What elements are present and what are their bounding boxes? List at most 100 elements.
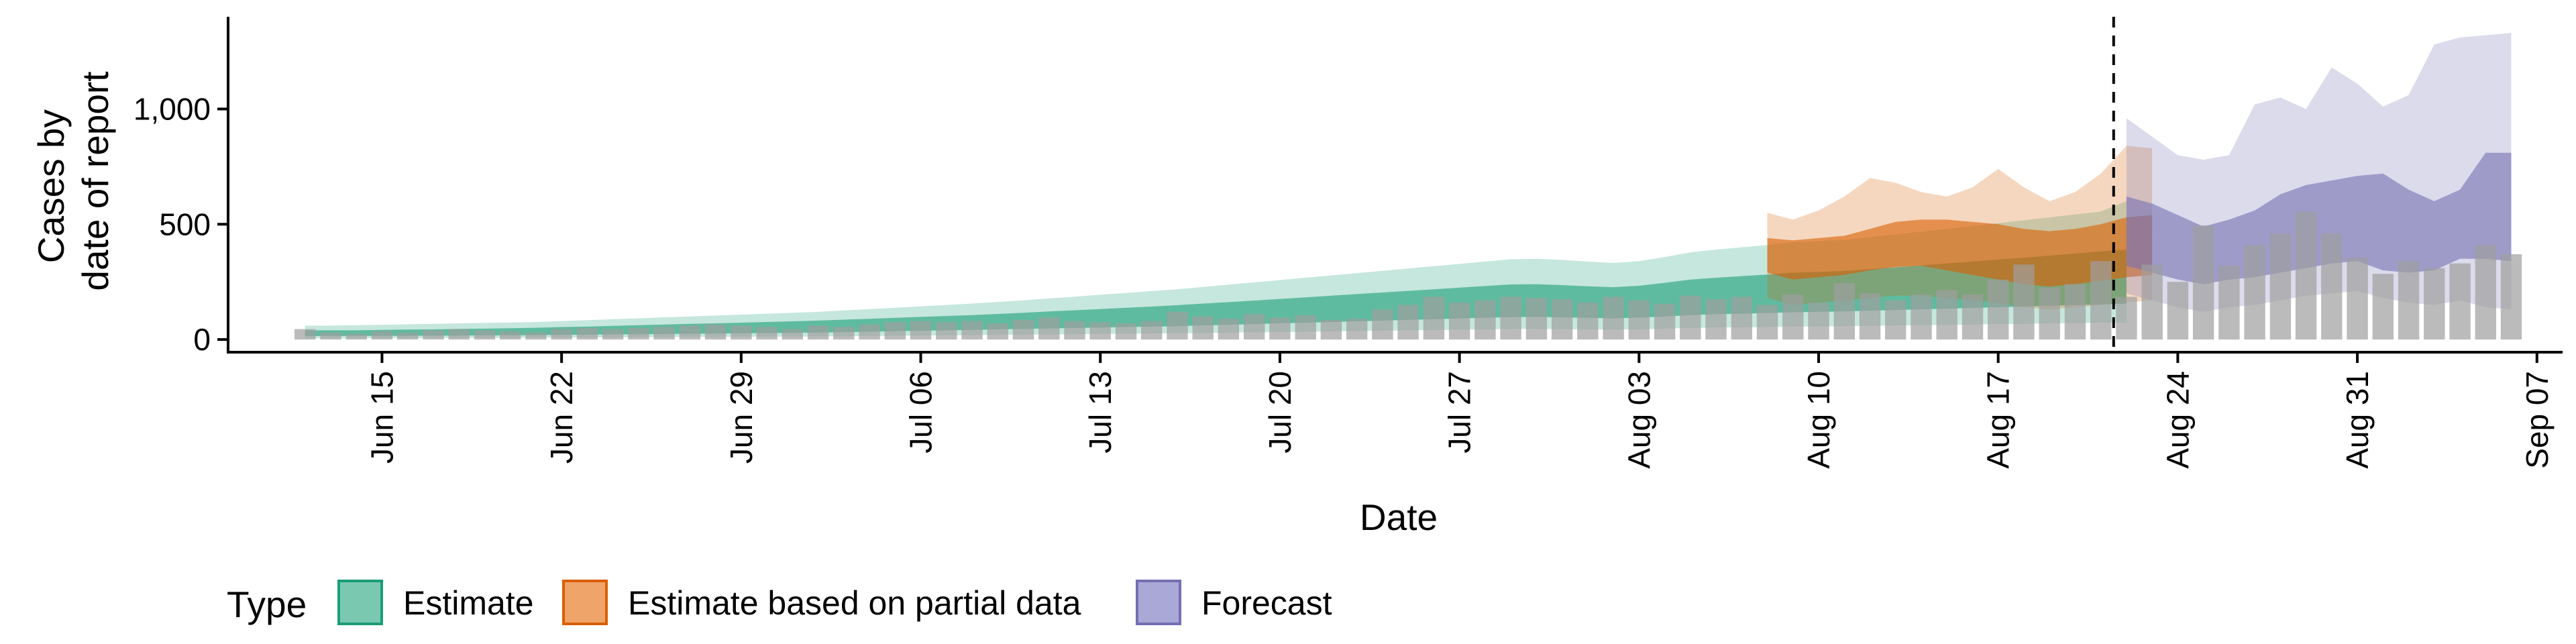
reported-cases-bar bbox=[1089, 322, 1111, 340]
reported-cases-bar bbox=[602, 329, 624, 340]
reported-cases-bar bbox=[679, 325, 701, 340]
reported-cases-bar bbox=[1038, 317, 1060, 340]
reported-cases-bar bbox=[1782, 294, 1804, 340]
reported-cases-bar bbox=[397, 332, 419, 340]
reported-cases-bar bbox=[756, 327, 777, 340]
reported-cases-bar bbox=[1397, 305, 1419, 340]
legend-key-forecast bbox=[1136, 580, 1181, 625]
reported-cases-bar bbox=[2500, 254, 2522, 340]
x-tick-label: Jul 27 bbox=[1442, 371, 1477, 453]
x-ticks: Jun 15 Jun 22 Jun 29 Jul 06 Jul 13 Jul 20 Jul … bbox=[364, 352, 2555, 469]
reported-cases-bar bbox=[1603, 297, 1624, 340]
legend-key-estimate-based-on-partial-data bbox=[562, 580, 608, 625]
reported-cases-bar bbox=[1192, 316, 1214, 340]
reported-cases-bar bbox=[2372, 274, 2394, 340]
x-axis-title: Date bbox=[1360, 496, 1438, 538]
legend-title: Type bbox=[227, 584, 307, 625]
reported-cases-bar bbox=[2475, 245, 2496, 340]
x-tick-label: Jul 06 bbox=[904, 371, 938, 453]
reported-cases-bar bbox=[936, 322, 957, 340]
reported-cases-bar bbox=[2141, 264, 2163, 340]
reported-cases-bar bbox=[320, 332, 341, 340]
reported-cases-bar bbox=[2013, 264, 2035, 340]
y-axis-title-line-2: date of report bbox=[74, 71, 116, 290]
reported-cases-bar bbox=[1551, 299, 1573, 340]
reported-cases-bar bbox=[2192, 225, 2214, 340]
reported-cases-bar bbox=[2090, 261, 2112, 340]
reported-cases-bar bbox=[474, 330, 496, 340]
x-tick-label: Aug 03 bbox=[1621, 371, 1656, 469]
reported-cases-bar bbox=[1218, 319, 1240, 340]
reported-cases-bar bbox=[1141, 321, 1163, 340]
x-tick-label: Jul 20 bbox=[1263, 371, 1297, 453]
forecast-50-band bbox=[2126, 152, 2512, 284]
reported-cases-bar bbox=[910, 321, 932, 340]
reported-cases-bar bbox=[1680, 295, 1701, 340]
reported-cases-bar bbox=[807, 325, 829, 340]
reported-cases-bar bbox=[2269, 233, 2292, 340]
reported-cases-bar bbox=[1372, 309, 1393, 340]
y-tick-label: 0 bbox=[193, 322, 211, 357]
y-tick-label: 500 bbox=[159, 207, 211, 241]
y-ticks: 0 500 1,000 bbox=[133, 91, 228, 357]
reported-cases-bar bbox=[2398, 261, 2420, 340]
legend-label-estimate-based-on-partial-data: Estimate based on partial data bbox=[628, 584, 1081, 622]
reported-cases-bar bbox=[551, 329, 572, 340]
reported-cases-bar bbox=[1448, 303, 1470, 340]
reported-cases-bar bbox=[448, 329, 470, 340]
estimate-based-on-partial-data-50-band bbox=[1767, 215, 2153, 287]
reported-cases-bar bbox=[2039, 287, 2060, 340]
legend: Type Estimate Estimate based on partial d… bbox=[227, 580, 1332, 625]
reported-cases-bar bbox=[576, 327, 598, 340]
reported-cases-bar bbox=[371, 331, 393, 340]
reported-cases-bar bbox=[2424, 268, 2445, 340]
reported-cases-bar bbox=[2244, 245, 2265, 340]
reported-cases-bar bbox=[1911, 294, 1932, 340]
reported-cases-bar bbox=[859, 324, 880, 340]
x-tick-label: Jun 15 bbox=[364, 371, 399, 464]
reported-cases-bar bbox=[2064, 284, 2086, 340]
x-tick-label: Aug 17 bbox=[1981, 371, 2016, 469]
x-tick-label: Jun 29 bbox=[724, 371, 759, 464]
axes: 0 500 1,000 Jun 15 Jun 22 Jun 29 Jul 06 Jul 13… bbox=[133, 17, 2563, 469]
reported-cases-bar bbox=[2295, 211, 2317, 340]
reported-cases-bar bbox=[1295, 315, 1316, 340]
reported-cases-bar bbox=[653, 327, 675, 340]
reported-cases-bar bbox=[1577, 303, 1599, 340]
x-tick-label: Aug 31 bbox=[2340, 371, 2375, 469]
x-tick-label: Aug 10 bbox=[1801, 371, 1836, 469]
reported-cases-bar bbox=[2167, 282, 2189, 340]
reported-cases-bar bbox=[1654, 303, 1676, 340]
reported-cases-bar bbox=[525, 332, 547, 340]
reported-cases-bar bbox=[500, 331, 521, 340]
reported-cases-bar bbox=[2449, 263, 2471, 340]
reported-cases-bar bbox=[1474, 300, 1496, 340]
reported-cases-bar bbox=[1705, 299, 1727, 340]
reported-cases-bar bbox=[1756, 305, 1778, 340]
reported-cases-bar bbox=[1962, 294, 1984, 340]
reported-cases-bar bbox=[833, 327, 855, 340]
x-tick-label: Sep 07 bbox=[2520, 371, 2555, 469]
reported-cases-bar bbox=[423, 330, 444, 340]
reported-cases-bar bbox=[1525, 298, 1548, 340]
reported-cases-bar bbox=[1628, 300, 1650, 340]
reported-cases-bar bbox=[1423, 297, 1445, 340]
reported-cases-bar bbox=[1346, 319, 1368, 340]
reported-cases-bar bbox=[1808, 303, 1829, 340]
x-tick-label: Jul 13 bbox=[1083, 371, 1118, 453]
reported-cases-bar bbox=[345, 333, 367, 340]
reported-cases-bar bbox=[1833, 282, 1855, 340]
y-axis-title: Cases by date of report bbox=[30, 71, 116, 290]
reported-cases-bar bbox=[2218, 266, 2240, 340]
legend-label-forecast: Forecast bbox=[1201, 584, 1332, 622]
reported-cases-bar bbox=[2116, 297, 2137, 340]
reported-cases-bar bbox=[731, 325, 752, 340]
y-tick-label: 1,000 bbox=[133, 91, 211, 126]
reported-cases-bar bbox=[884, 322, 906, 340]
legend-label-estimate: Estimate bbox=[403, 584, 534, 622]
legend-key-estimate bbox=[337, 580, 383, 625]
reported-cases-bar bbox=[1320, 319, 1342, 340]
reported-cases-bar bbox=[2321, 233, 2343, 340]
reported-cases-bar bbox=[1244, 314, 1265, 340]
